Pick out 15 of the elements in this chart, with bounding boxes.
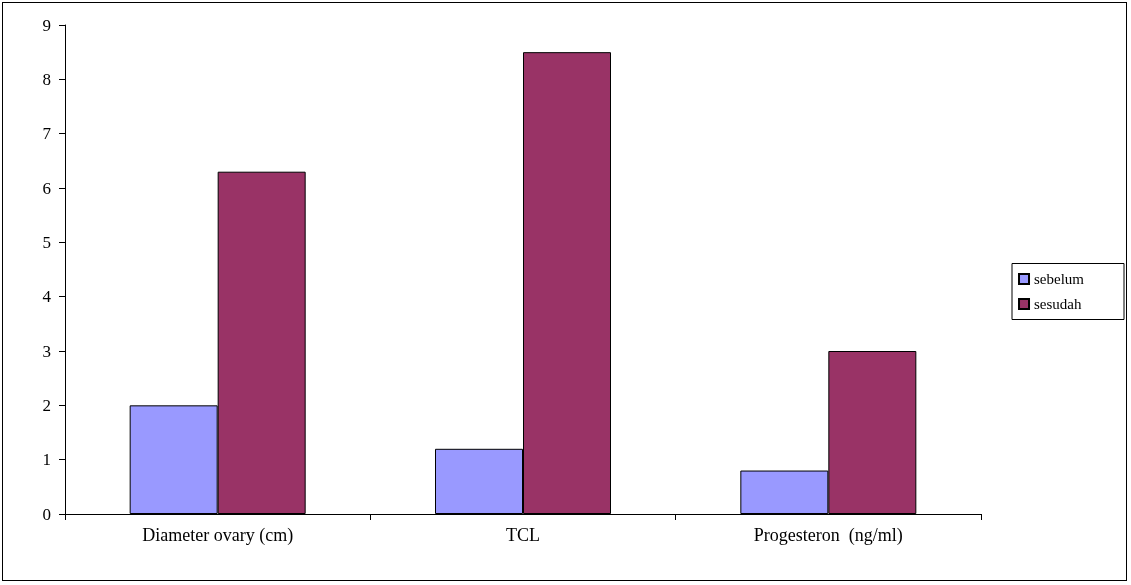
legend-label: sesudah	[1034, 296, 1082, 312]
y-tick-label: 2	[42, 395, 51, 415]
legend-label: sebelum	[1034, 271, 1085, 287]
y-tick-label: 4	[42, 287, 52, 307]
x-tick-label: TCL	[506, 525, 540, 545]
y-tick-label: 6	[42, 178, 51, 198]
y-tick-label: 0	[42, 504, 51, 524]
y-tick-label: 1	[42, 450, 51, 470]
y-tick-label: 5	[42, 232, 51, 252]
y-tick-label: 3	[42, 341, 51, 361]
y-tick-label: 7	[42, 124, 52, 144]
y-tick-label: 8	[42, 69, 51, 89]
x-tick-label: Diameter ovary (cm)	[142, 525, 294, 546]
x-tick-label: Progesteron (ng/ml)	[753, 525, 903, 546]
y-tick-label: 9	[42, 15, 51, 35]
